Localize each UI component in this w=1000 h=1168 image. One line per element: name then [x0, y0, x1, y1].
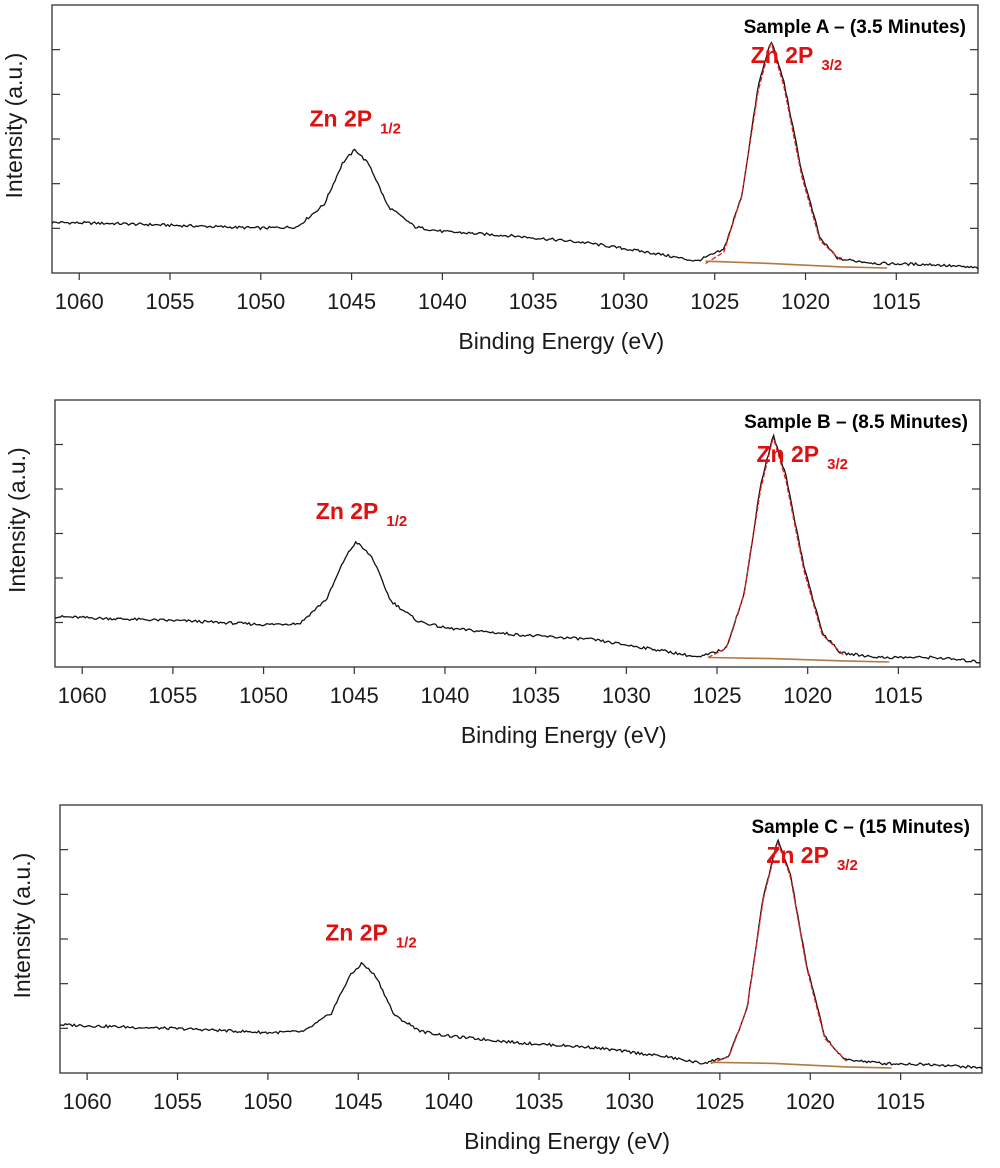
x-tick-label: 1040: [420, 683, 469, 708]
peak-label-name: Zn 2P: [751, 42, 814, 68]
peak-label-name: Zn 2P: [325, 919, 388, 945]
series-background: [707, 656, 890, 663]
x-tick-label: 1040: [418, 289, 467, 314]
x-tick-label: 1055: [146, 289, 195, 314]
x-tick-label: 1015: [872, 289, 921, 314]
x-tick-label: 1045: [334, 1089, 383, 1114]
peak-label-subscript: 3/2: [827, 456, 848, 473]
peak-label-subscript: 3/2: [821, 57, 842, 74]
x-tick-label: 1035: [511, 683, 560, 708]
peak-label: Zn 2P 3/2: [766, 842, 857, 874]
x-tick-label: 1050: [236, 289, 285, 314]
peak-label-subscript: 1/2: [386, 513, 407, 530]
peak-label-name: Zn 2P: [766, 842, 829, 868]
peak-label: Zn 2P 3/2: [757, 441, 848, 473]
x-tick-label: 1050: [243, 1089, 292, 1114]
x-tick-label: 1050: [239, 683, 288, 708]
sample-title: Sample C – (15 Minutes): [751, 817, 970, 838]
x-tick-label: 1035: [509, 289, 558, 314]
x-tick-label: 1020: [781, 289, 830, 314]
x-tick-label: 1030: [605, 1089, 654, 1114]
x-tick-label: 1060: [63, 1089, 112, 1114]
peak-label: Zn 2P 1/2: [325, 919, 416, 951]
y-axis-title: Intensity (a.u.): [4, 447, 30, 593]
x-axis-title: Binding Energy (eV): [458, 328, 664, 354]
x-tick-label: 1025: [690, 289, 739, 314]
x-tick-label: 1055: [148, 683, 197, 708]
x-tick-label: 1035: [515, 1089, 564, 1114]
chart-panel-c: 1060 1055 1050 1045 1040 1035 1030 1025 1020 1015…: [9, 804, 983, 1154]
peak-label-subscript: 3/2: [837, 857, 858, 874]
x-tick-label: 1045: [327, 289, 376, 314]
x-axis-title: Binding Energy (eV): [461, 722, 667, 748]
peak-label-subscript: 1/2: [396, 934, 417, 951]
series-background: [705, 260, 888, 269]
plot-frame: [59, 804, 983, 1074]
x-axis-title: Binding Energy (eV): [464, 1128, 670, 1154]
series-fit: [710, 841, 847, 1065]
series-spectrum: [54, 433, 981, 664]
x-tick-label: 1060: [55, 289, 104, 314]
series-fit: [705, 42, 843, 264]
series-spectrum: [51, 41, 979, 270]
plot-frame: [54, 399, 981, 668]
sample-title: Sample B – (8.5 Minutes): [744, 412, 968, 433]
x-tick-label: 1015: [876, 1089, 925, 1114]
peak-label-subscript: 1/2: [380, 121, 401, 138]
series-background: [710, 1061, 892, 1069]
x-tick-label: 1040: [424, 1089, 473, 1114]
x-tick-label: 1030: [602, 683, 651, 708]
peak-label: Zn 2P 1/2: [316, 498, 407, 530]
x-tick-label: 1045: [330, 683, 379, 708]
x-tick-label: 1055: [153, 1089, 202, 1114]
x-tick-label: 1025: [693, 683, 742, 708]
chart-panel-a: 1060 1055 1050 1045 1040 1035 1030 1025 1020 1015…: [1, 4, 979, 354]
series-fit: [707, 437, 845, 659]
peak-label-name: Zn 2P: [309, 106, 372, 132]
x-tick-label: 1020: [786, 1089, 835, 1114]
chart-panel-b: 1060 1055 1050 1045 1040 1035 1030 1025 1020 1015…: [4, 399, 981, 748]
peak-label: Zn 2P 3/2: [751, 42, 842, 74]
x-tick-label: 1060: [58, 683, 107, 708]
peak-label-name: Zn 2P: [757, 441, 820, 467]
y-axis-title: Intensity (a.u.): [9, 853, 35, 999]
peak-label-name: Zn 2P: [316, 498, 379, 524]
x-tick-label: 1015: [874, 683, 923, 708]
sample-title: Sample A – (3.5 Minutes): [744, 17, 966, 38]
y-axis-title: Intensity (a.u.): [1, 53, 27, 199]
peak-label: Zn 2P 1/2: [309, 106, 400, 138]
plot-frame: [51, 4, 979, 274]
x-tick-label: 1030: [599, 289, 648, 314]
x-tick-label: 1020: [783, 683, 832, 708]
x-tick-label: 1025: [695, 1089, 744, 1114]
series-spectrum: [59, 838, 983, 1070]
